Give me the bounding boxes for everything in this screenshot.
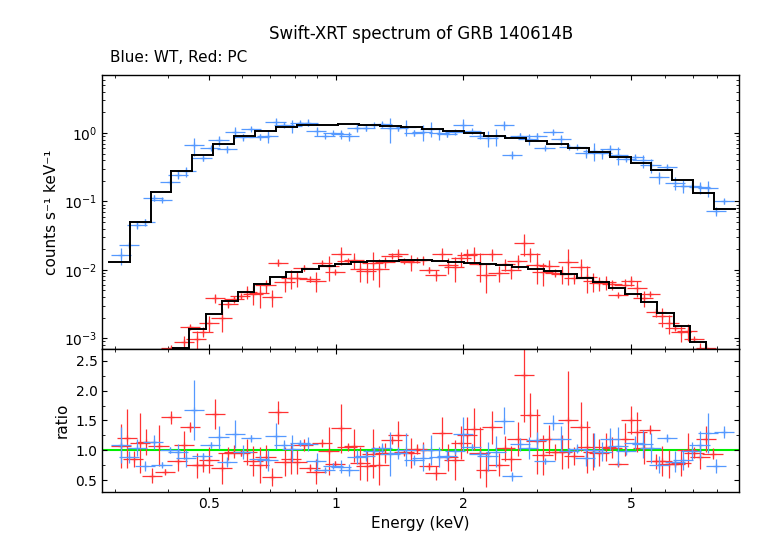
X-axis label: Energy (keV): Energy (keV): [371, 517, 470, 532]
Text: Swift-XRT spectrum of GRB 140614B: Swift-XRT spectrum of GRB 140614B: [268, 25, 573, 43]
Text: Blue: WT, Red: PC: Blue: WT, Red: PC: [110, 50, 247, 65]
Y-axis label: ratio: ratio: [55, 403, 70, 438]
Y-axis label: counts s⁻¹ keV⁻¹: counts s⁻¹ keV⁻¹: [44, 150, 58, 275]
